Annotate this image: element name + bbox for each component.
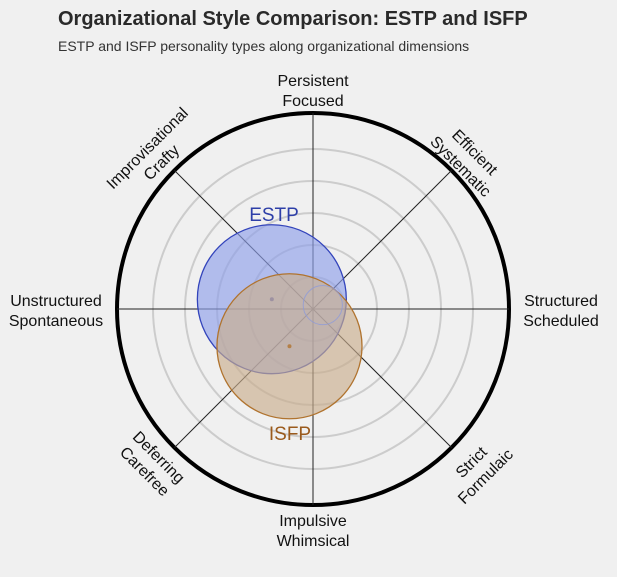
axis-label-line: Structured (524, 293, 598, 310)
axis-label-line: Impulsive (279, 513, 347, 530)
chart-subtitle: ESTP and ISFP personality types along or… (58, 38, 470, 54)
axis-label-line: Scheduled (523, 313, 599, 330)
axis-label-bottom: Impulsive Whimsical (277, 513, 350, 550)
axis-label-top: Persistent Focused (277, 73, 349, 110)
axis-label-line: Persistent (277, 73, 349, 90)
axis-label-left: Unstructured Spontaneous (9, 293, 103, 330)
inner-circle (302, 284, 343, 326)
type-label-isfp: ISFP (269, 424, 311, 445)
axis-label-line: Focused (282, 93, 343, 110)
chart-title: Organizational Style Comparison: ESTP an… (58, 8, 528, 30)
axis-label-line: Whimsical (277, 533, 350, 550)
axis-label-bottom-left: DeferringCarefree (115, 429, 188, 502)
bubbles: ESTP ISFP (196, 205, 363, 445)
axis-label-bottom-right: StrictFormulaic (441, 432, 517, 508)
axis-label-right: Structured Scheduled (523, 293, 599, 330)
type-label-estp: ESTP (249, 205, 299, 226)
axis-label-line: Unstructured (10, 293, 102, 310)
axis-label-line: Spontaneous (9, 313, 103, 330)
bubble-center-isfp (287, 344, 292, 349)
